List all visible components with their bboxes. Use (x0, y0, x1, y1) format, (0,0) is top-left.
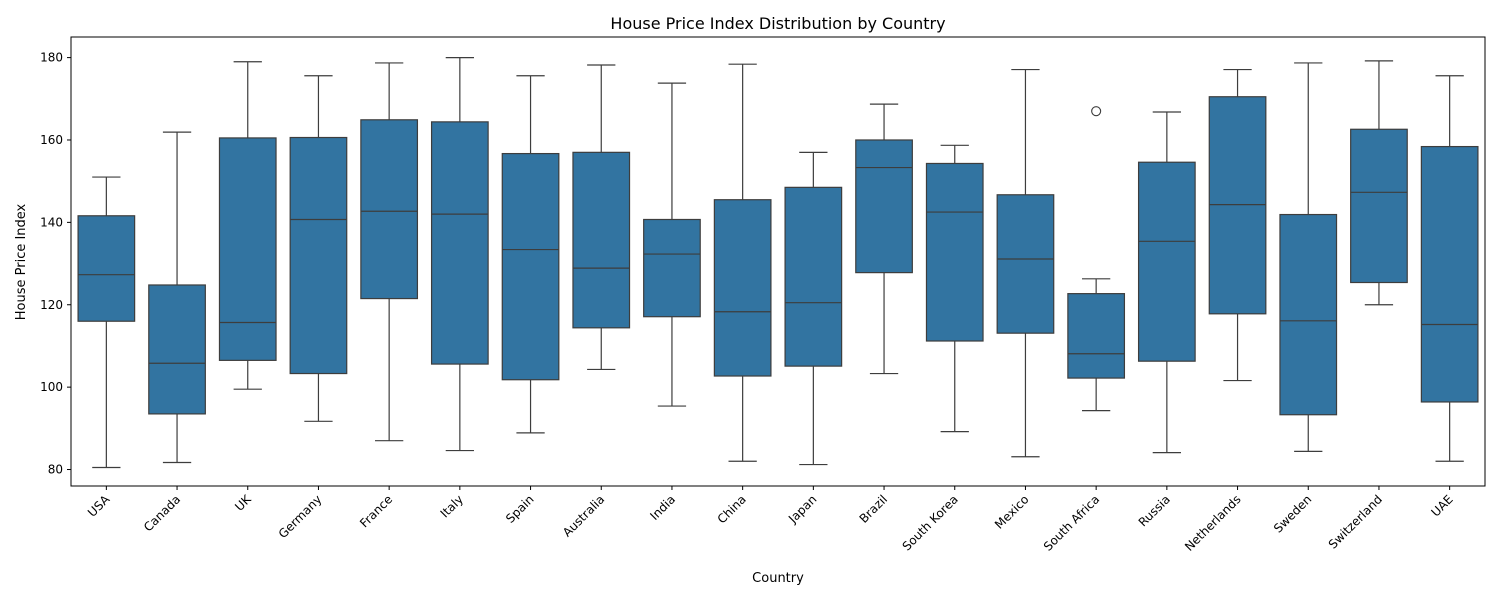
box-mexico (996, 194, 1055, 334)
plot-frame (70, 36, 1486, 487)
y-tick-label-160: 160 (40, 133, 63, 147)
box-italy (430, 121, 489, 365)
box-canada (148, 284, 206, 415)
box-south-korea (925, 162, 984, 342)
y-tick-label-180: 180 (40, 51, 63, 65)
box-sweden (1279, 213, 1338, 416)
box-spain (501, 152, 560, 381)
y-tick-label-80: 80 (48, 463, 63, 477)
box-south-africa (1067, 293, 1126, 379)
box-usa (77, 215, 136, 322)
box-india (643, 218, 701, 318)
chart-title: House Price Index Distribution by Countr… (610, 14, 945, 33)
y-tick-label-140: 140 (40, 215, 63, 229)
box-switzerland (1350, 128, 1408, 284)
y-tick-label-100: 100 (40, 380, 63, 394)
box-japan (784, 186, 843, 367)
box-germany (289, 136, 348, 375)
box-australia (572, 151, 631, 329)
box-uk (218, 137, 277, 361)
box-brazil (855, 139, 913, 274)
box-china (713, 199, 772, 377)
y-axis-label: House Price Index (14, 203, 29, 320)
outlier-south-africa-0 (1091, 106, 1102, 117)
box-netherlands (1208, 96, 1267, 315)
y-tick-label-120: 120 (40, 298, 63, 312)
x-axis-label: Country (752, 571, 804, 586)
box-russia (1137, 161, 1196, 362)
box-france (360, 119, 419, 300)
box-uae (1420, 145, 1479, 403)
